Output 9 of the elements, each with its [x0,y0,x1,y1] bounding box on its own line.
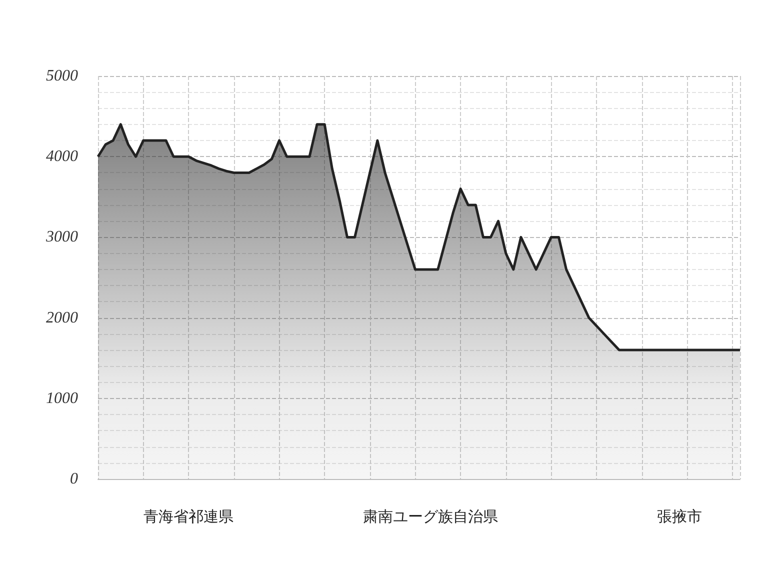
x-tick-label: 粛南ユーグ族自治県 [362,508,498,526]
y-tick-label: 0 [70,470,78,488]
y-tick-label: 5000 [46,68,78,84]
y-tick-label: 4000 [46,148,78,166]
y-tick-label: 2000 [46,309,78,326]
x-tick-label: 青海省祁連県 [144,508,234,526]
x-tick-label: 張掖市 [657,508,702,526]
y-tick-label: 1000 [46,390,78,407]
y-tick-label: 3000 [45,228,78,246]
